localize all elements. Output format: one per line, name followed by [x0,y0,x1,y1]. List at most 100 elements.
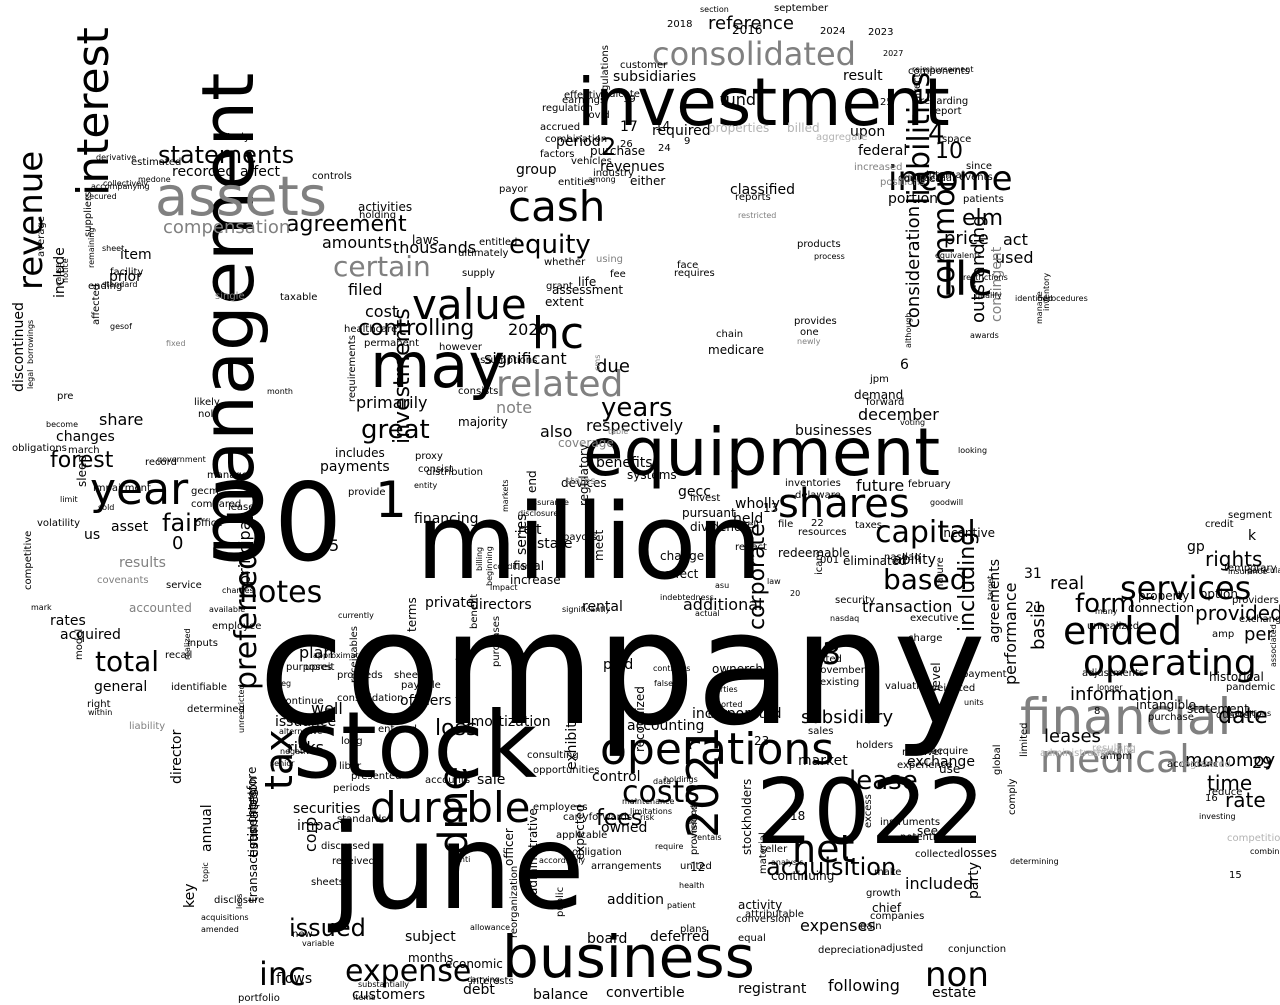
cloud-word: demand [854,388,904,402]
cloud-word: arrangements [591,861,662,872]
cloud-word: condition [493,562,530,571]
cloud-word: limitations [630,807,672,816]
cloud-word: statements [158,141,295,169]
cloud-word: report [931,106,962,117]
cloud-word: procedures [1043,294,1088,303]
cloud-word: reimbursement [912,65,974,74]
cloud-word: parties [710,685,738,694]
cloud-word: may [370,329,506,402]
cloud-word: properties [708,121,770,135]
cloud-word: gecc [678,484,711,500]
cloud-word: amended [201,925,239,934]
cloud-word: provided [1195,601,1280,625]
cloud-word: false [654,679,674,688]
cloud-word: resources [798,527,847,538]
cloud-word: ultimately [458,248,509,259]
cloud-word: payor [499,184,528,195]
cloud-word: financing [414,511,479,527]
cloud-word: components [908,66,970,77]
cloud-word: average [36,216,47,257]
cloud-word: sheets [311,877,344,888]
cloud-word: business [502,923,755,991]
cloud-word: anti [455,855,471,864]
cloud-word: based [883,563,968,596]
cloud-word: payable [401,680,441,691]
cloud-word: distribution [426,467,483,478]
cloud-word: nasdaq [884,552,921,563]
cloud-word: compensation [163,217,291,238]
cloud-word: stockholders [740,778,754,855]
cloud-word: carryforwards [563,812,633,823]
cloud-word: investment [577,64,950,141]
cloud-word: sales [808,726,834,737]
cloud-word: agreement [286,212,407,237]
cloud-word: 23 [754,734,770,748]
cloud-word: depreciation [818,945,881,956]
cloud-word: 19 [623,94,636,105]
cloud-word: 24 [658,143,671,154]
cloud-word: million [416,481,763,603]
cloud-word: particular [1247,566,1280,575]
cloud-word: inventories [785,478,841,489]
cloud-word: volatility [37,518,81,529]
cloud-word: qualify [975,291,1002,300]
cloud-word: services [1120,569,1252,607]
cloud-word: intangible [1136,698,1196,712]
cloud-word: associated [1269,624,1278,667]
cloud-word: revenues [600,159,665,175]
cloud-word: accrued [540,122,581,133]
cloud-word: 2024 [820,26,846,37]
cloud-word: result [843,68,883,84]
cloud-word: payments [320,459,390,475]
cloud-word: impairment [93,483,151,494]
cloud-word: sheet [394,670,422,681]
cloud-word: addition [607,892,665,908]
cloud-word: topic [201,862,210,882]
cloud-word: redemption [246,776,260,846]
cloud-word: accounts [425,775,471,786]
cloud-word: required [652,123,711,139]
cloud-word: identifiable [171,682,228,693]
cloud-word: portion [888,191,939,207]
cloud-word: recall [165,650,193,661]
cloud-word: 30 [205,461,343,586]
cloud-word: year [90,464,189,515]
cloud-word: employees [533,802,588,813]
cloud-word: right [87,699,111,710]
cloud-word: combination [545,134,608,145]
cloud-word: healthcare [344,324,398,335]
cloud-word: patients [963,194,1004,205]
cloud-word: risk [640,813,655,822]
cloud-word: k [1248,528,1257,544]
cloud-word: systems [627,468,677,482]
cloud-word: gp [1187,539,1205,555]
cloud-word: reit [518,522,542,538]
cloud-word: equipment [583,414,941,491]
cloud-word: dated [813,654,842,665]
cloud-word: prior [109,269,142,285]
cloud-word: statement [1187,702,1249,716]
cloud-word: requires [674,268,715,279]
cloud-word: fixed [166,339,186,348]
cloud-word: longer [1097,683,1123,692]
cloud-word: derivative [96,153,137,162]
cloud-word: proxy [415,451,443,462]
cloud-word: 16 [1205,793,1218,804]
cloud-word: officers [400,693,452,709]
cloud-word: employee [212,621,262,632]
cloud-word: reorganization [509,865,520,938]
cloud-word: state [537,536,573,552]
cloud-word: months [408,951,454,965]
cloud-word: seller [760,844,788,855]
cloud-word: holders [856,740,894,751]
cloud-word: taxable [280,292,318,303]
cloud-word: lease [849,766,918,796]
cloud-word: 20 [790,589,801,598]
cloud-word: losses [960,846,997,860]
cloud-word: 2016 [732,23,763,37]
cloud-word: limited [1019,722,1030,758]
cloud-word: currently [338,611,374,620]
cloud-word: consists [458,386,499,397]
cloud-word: 6 [900,357,909,373]
